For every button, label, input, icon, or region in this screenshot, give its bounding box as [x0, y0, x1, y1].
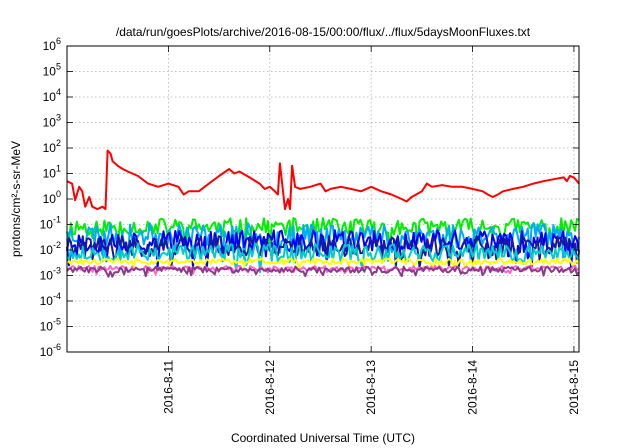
y-tick-label-exponent: 1 — [56, 164, 61, 174]
y-tick-label-base: 10 — [43, 90, 57, 104]
axis-ticks — [67, 45, 579, 353]
y-tick-labels: 10-610-510-410-310-210-11001011021031041… — [40, 36, 61, 359]
grid — [67, 46, 579, 352]
x-tick-labels: 2016-8-11 2016-8-12 2016-8-13 2016-8-14 2016… — [161, 360, 581, 415]
y-tick-label: 104 — [43, 87, 61, 104]
y-tick-label-exponent: 4 — [56, 87, 61, 97]
series-group — [66, 149, 580, 278]
y-tick-label-exponent: 6 — [56, 36, 61, 46]
y-tick-label: 102 — [43, 138, 61, 155]
y-tick-label: 10-6 — [40, 342, 61, 359]
x-tick-label: 2016-8-11 — [161, 360, 175, 414]
y-tick-label: 100 — [43, 189, 61, 206]
y-tick-label-base: 10 — [43, 192, 57, 206]
y-axis-title: protons/cm²-s-sr-MeV — [9, 141, 23, 257]
y-tick-label: 103 — [43, 113, 61, 130]
chart-title: /data/run/goesPlots/archive/2016-08-15/0… — [116, 25, 531, 39]
y-tick-label-exponent: -3 — [53, 266, 61, 276]
series-line-9 — [66, 265, 580, 278]
x-tick-label: 2016-8-13 — [364, 360, 378, 415]
y-tick-label: 101 — [43, 164, 61, 181]
y-tick-label-exponent: -1 — [53, 215, 61, 225]
x-axis-title: Coordinated Universal Time (UTC) — [231, 431, 415, 445]
y-tick-label-exponent: -5 — [53, 317, 61, 327]
y-tick-label-base: 10 — [43, 65, 57, 79]
y-tick-label-exponent: 2 — [56, 138, 61, 148]
x-tick-label: 2016-8-12 — [263, 360, 277, 415]
y-tick-label-base: 10 — [40, 243, 54, 257]
y-tick-label-exponent: 0 — [56, 189, 61, 199]
y-tick-label-base: 10 — [40, 294, 54, 308]
y-tick-label-base: 10 — [43, 141, 57, 155]
y-tick-label-exponent: -6 — [53, 342, 61, 352]
y-tick-label: 10-1 — [40, 215, 61, 232]
series-line-7 — [66, 257, 580, 270]
x-tick-label: 2016-8-15 — [567, 360, 581, 415]
y-tick-label-base: 10 — [43, 167, 57, 181]
y-tick-label-base: 10 — [40, 218, 54, 232]
y-tick-label: 10-4 — [40, 291, 61, 308]
y-tick-label: 10-3 — [40, 266, 61, 283]
y-tick-label-base: 10 — [40, 269, 54, 283]
y-tick-label: 105 — [43, 62, 61, 79]
y-tick-label: 10-5 — [40, 317, 61, 334]
y-tick-label: 106 — [43, 36, 61, 53]
series-line-6 — [66, 242, 580, 274]
y-tick-label-base: 10 — [43, 39, 57, 53]
series-line-1 — [66, 149, 580, 211]
y-tick-label: 10-2 — [40, 240, 61, 257]
y-tick-label-exponent: -2 — [53, 240, 61, 250]
y-tick-label-exponent: -4 — [53, 291, 61, 301]
y-tick-label-exponent: 5 — [56, 62, 61, 72]
y-tick-label-base: 10 — [40, 320, 54, 334]
y-tick-label-base: 10 — [43, 116, 57, 130]
y-tick-label-exponent: 3 — [56, 113, 61, 123]
series-line-4 — [66, 229, 580, 269]
y-tick-label-base: 10 — [40, 345, 54, 359]
x-tick-label: 2016-8-14 — [466, 360, 480, 415]
